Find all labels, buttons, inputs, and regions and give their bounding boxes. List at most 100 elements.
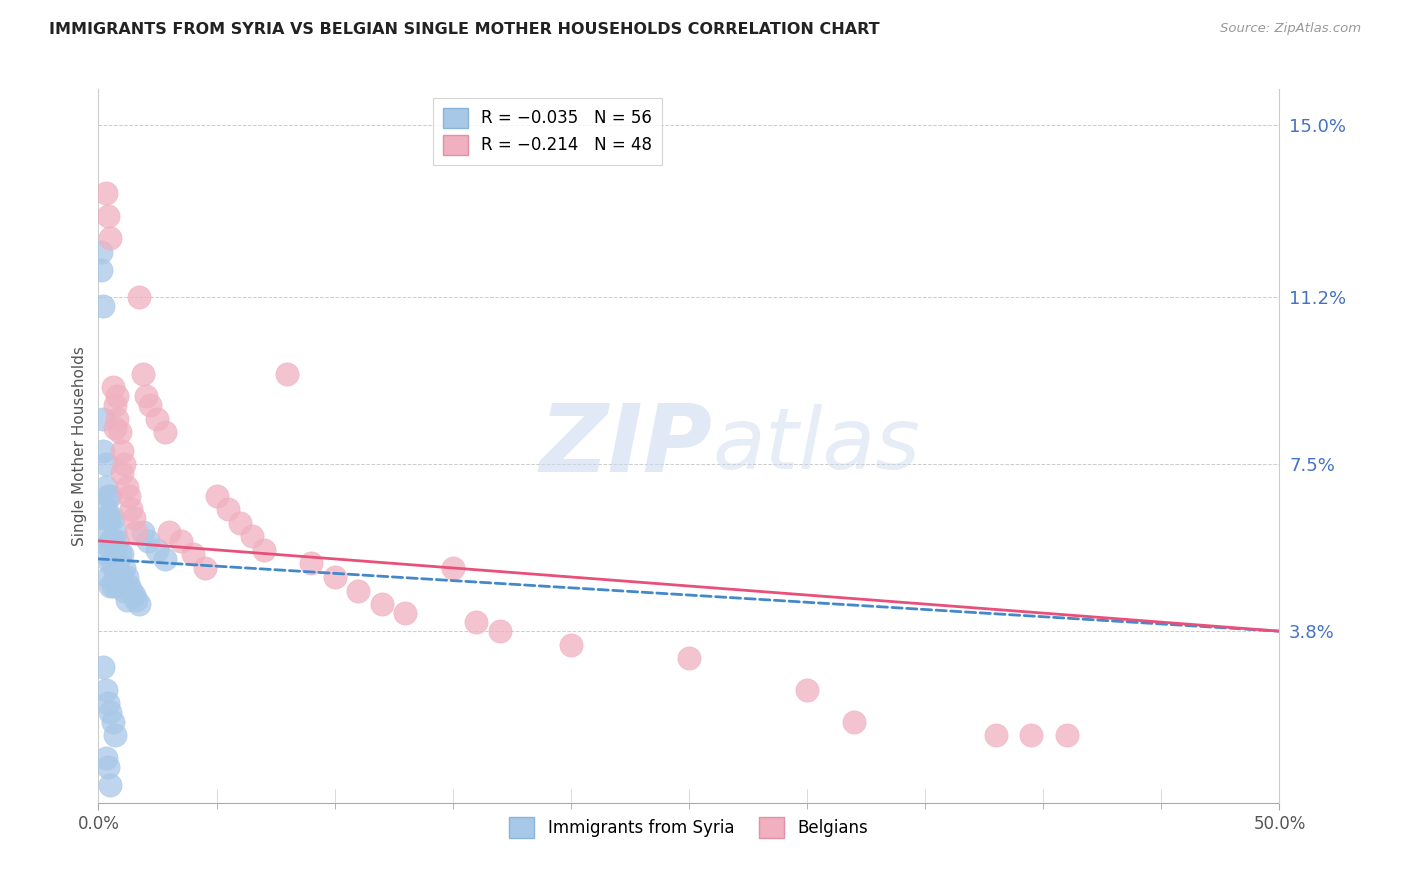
Point: [984, 728, 1007, 742]
Point: [115, 592, 138, 607]
Point: [91, 443, 114, 458]
Point: [276, 367, 298, 381]
Point: [153, 552, 176, 566]
Point: [112, 583, 135, 598]
Point: [104, 548, 127, 562]
Point: [98, 231, 121, 245]
Point: [121, 502, 143, 516]
Point: [128, 290, 150, 304]
Point: [105, 533, 128, 548]
Point: [139, 398, 162, 412]
Point: [121, 583, 143, 598]
Text: atlas: atlas: [713, 404, 921, 488]
Point: [111, 570, 134, 584]
Point: [122, 588, 145, 602]
Point: [135, 389, 157, 403]
Point: [101, 533, 124, 548]
Point: [253, 542, 276, 557]
Point: [122, 511, 145, 525]
Point: [94, 502, 117, 516]
Point: [112, 561, 135, 575]
Point: [104, 570, 127, 584]
Point: [111, 548, 134, 562]
Point: [97, 511, 120, 525]
Point: [146, 412, 169, 426]
Point: [465, 615, 488, 629]
Point: [98, 706, 121, 720]
Point: [108, 570, 131, 584]
Point: [1021, 728, 1043, 742]
Text: IMMIGRANTS FROM SYRIA VS BELGIAN SINGLE MOTHER HOUSEHOLDS CORRELATION CHART: IMMIGRANTS FROM SYRIA VS BELGIAN SINGLE …: [49, 22, 880, 37]
Point: [229, 516, 252, 530]
Point: [91, 511, 114, 525]
Point: [118, 579, 141, 593]
Point: [115, 480, 138, 494]
Point: [125, 592, 148, 607]
Point: [98, 511, 121, 525]
Point: [394, 606, 416, 620]
Point: [91, 299, 114, 313]
Point: [97, 570, 120, 584]
Point: [111, 466, 134, 480]
Point: [323, 570, 346, 584]
Point: [181, 548, 204, 562]
Point: [91, 660, 114, 674]
Point: [90, 263, 112, 277]
Point: [98, 778, 121, 792]
Point: [678, 651, 700, 665]
Point: [94, 750, 117, 764]
Point: [112, 457, 135, 471]
Point: [104, 728, 127, 742]
Point: [347, 583, 370, 598]
Point: [105, 579, 128, 593]
Point: [98, 533, 121, 548]
Point: [111, 443, 134, 458]
Point: [441, 561, 464, 575]
Point: [105, 557, 128, 571]
Point: [118, 489, 141, 503]
Point: [205, 489, 228, 503]
Point: [132, 367, 155, 381]
Point: [97, 209, 120, 223]
Text: ZIP: ZIP: [540, 400, 713, 492]
Point: [98, 557, 121, 571]
Point: [796, 682, 818, 697]
Point: [371, 597, 394, 611]
Point: [98, 579, 121, 593]
Point: [91, 412, 114, 426]
Point: [94, 524, 117, 539]
Point: [101, 579, 124, 593]
Point: [170, 533, 193, 548]
Legend: Immigrants from Syria, Belgians: Immigrants from Syria, Belgians: [503, 811, 875, 845]
Point: [94, 548, 117, 562]
Point: [105, 389, 128, 403]
Point: [115, 570, 138, 584]
Point: [108, 425, 131, 440]
Point: [146, 542, 169, 557]
Point: [97, 759, 120, 773]
Point: [97, 489, 120, 503]
Point: [108, 548, 131, 562]
Point: [1056, 728, 1078, 742]
Point: [105, 412, 128, 426]
Point: [125, 524, 148, 539]
Point: [101, 557, 124, 571]
Point: [94, 682, 117, 697]
Point: [98, 489, 121, 503]
Point: [299, 557, 322, 571]
Point: [94, 457, 117, 471]
Point: [104, 398, 127, 412]
Point: [90, 244, 112, 259]
Point: [489, 624, 512, 639]
Point: [97, 538, 120, 552]
Point: [194, 561, 217, 575]
Point: [157, 524, 180, 539]
Point: [97, 697, 120, 711]
Point: [101, 511, 124, 525]
Point: [104, 421, 127, 435]
Point: [217, 502, 239, 516]
Point: [132, 524, 155, 539]
Point: [104, 524, 127, 539]
Point: [101, 714, 124, 729]
Point: [101, 380, 124, 394]
